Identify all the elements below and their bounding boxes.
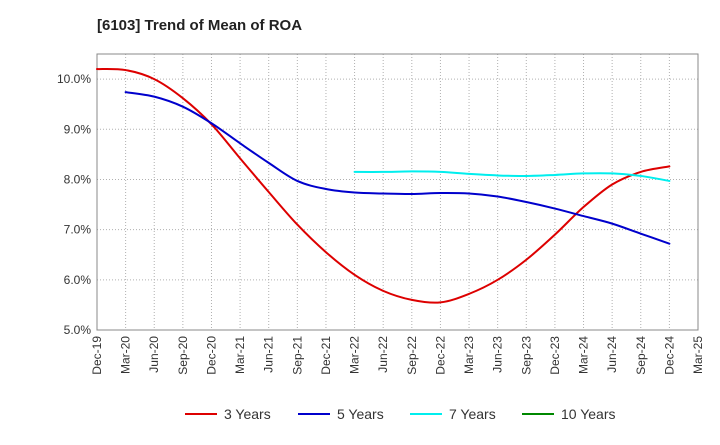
x-tick-label: Dec-23 — [548, 336, 562, 375]
x-tick-label: Sep-20 — [176, 336, 190, 375]
y-tick-label: 10.0% — [57, 72, 91, 86]
x-tick-label: Dec-21 — [319, 336, 333, 375]
series-line-5-years — [124, 91, 671, 245]
x-tick-label: Mar-24 — [577, 336, 591, 374]
y-axis-tick-labels: 5.0% 6.0% 7.0% 8.0% 9.0% 10.0% — [57, 72, 91, 337]
x-tick-label: Mar-22 — [348, 336, 362, 374]
y-tick-label: 7.0% — [64, 223, 92, 237]
x-axis-tick-labels: Dec-19 Mar-20 Jun-20 Sep-20 Dec-20 Mar-21 Jun-… — [90, 336, 705, 375]
series-lines — [96, 67, 671, 304]
x-tick-label: Dec-20 — [204, 336, 218, 375]
grid-lines — [97, 54, 698, 330]
x-tick-label: Jun-24 — [605, 336, 619, 373]
legend: 3 Years 5 Years 7 Years 10 Years — [185, 406, 616, 422]
x-tick-label: Dec-24 — [662, 336, 676, 375]
legend-label-10-years: 10 Years — [561, 406, 616, 422]
x-tick-label: Dec-19 — [90, 336, 104, 375]
x-tick-label: Sep-21 — [290, 336, 304, 375]
x-tick-label: Dec-22 — [433, 336, 447, 375]
x-tick-label: Jun-21 — [262, 336, 276, 373]
x-tick-label: Mar-25 — [691, 336, 705, 374]
y-tick-label: 6.0% — [64, 273, 92, 287]
y-tick-label: 9.0% — [64, 122, 92, 136]
y-tick-label: 5.0% — [64, 323, 92, 337]
x-tick-label: Jun-23 — [491, 336, 505, 373]
x-tick-label: Sep-23 — [519, 336, 533, 375]
x-tick-label: Mar-21 — [233, 336, 247, 374]
series-line-7-years — [353, 170, 671, 182]
x-tick-label: Sep-24 — [634, 336, 648, 375]
x-tick-label: Sep-22 — [405, 336, 419, 375]
legend-label-3-years: 3 Years — [224, 406, 271, 422]
x-tick-label: Jun-22 — [376, 336, 390, 373]
x-tick-label: Mar-20 — [119, 336, 133, 374]
chart-title: [6103] Trend of Mean of ROA — [97, 17, 302, 34]
plot-area — [96, 53, 699, 331]
x-tick-label: Mar-23 — [462, 336, 476, 374]
legend-label-7-years: 7 Years — [449, 406, 496, 422]
y-tick-label: 8.0% — [64, 172, 92, 186]
legend-label-5-years: 5 Years — [337, 406, 384, 422]
x-tick-label: Jun-20 — [147, 336, 161, 373]
